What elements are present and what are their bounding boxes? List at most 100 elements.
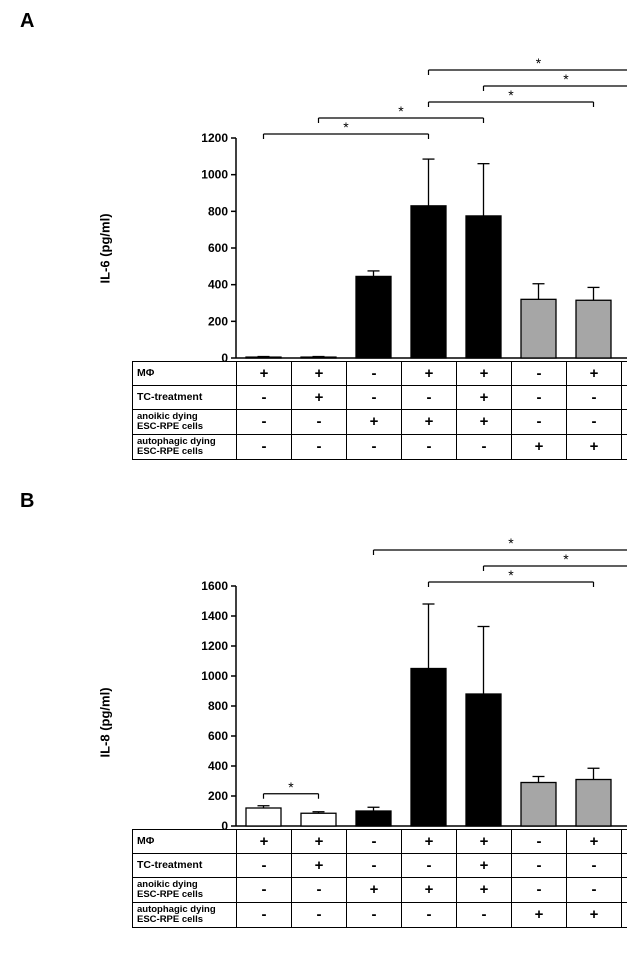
panel-a-label: A (20, 10, 617, 33)
panel-b-chart: 0 200 400 600 800 1000 1200 1400 1600 * * * * (92, 518, 627, 830)
svg-text:*: * (398, 103, 404, 119)
condition-cell: - (402, 853, 457, 877)
condition-cell: - (512, 877, 567, 902)
condition-cell: - (512, 386, 567, 410)
condition-cell: - (402, 902, 457, 927)
panel-b-label: B (20, 490, 617, 513)
svg-text:800: 800 (208, 204, 228, 218)
condition-cell: - (347, 386, 402, 410)
condition-cell: + (567, 902, 622, 927)
condition-cell: - (457, 434, 512, 459)
condition-cell: + (622, 434, 627, 459)
condition-row-label: anoikic dyingESC-RPE cells (133, 410, 237, 435)
svg-text:*: * (563, 71, 569, 87)
panel-a-chart-wrapper: IL-6 (pg/ml) 020040060080010001200***** … (70, 38, 617, 460)
condition-row-label: MΦ (133, 362, 237, 386)
condition-cell: - (237, 434, 292, 459)
condition-cell: - (292, 877, 347, 902)
svg-text:1000: 1000 (201, 669, 228, 683)
condition-row-label: anoikic dyingESC-RPE cells (133, 877, 237, 902)
panel-b-condition-table: MΦ++-++-++TC-treatment-+--+--+anoikic dy… (132, 829, 627, 928)
condition-cell: + (237, 829, 292, 853)
condition-cell: - (622, 877, 627, 902)
condition-cell: + (402, 829, 457, 853)
svg-text:1200: 1200 (201, 131, 228, 145)
condition-cell: + (567, 362, 622, 386)
condition-cell: - (237, 386, 292, 410)
condition-cell: - (402, 434, 457, 459)
svg-text:1000: 1000 (201, 168, 228, 182)
condition-cell: - (512, 829, 567, 853)
condition-cell: + (567, 434, 622, 459)
condition-cell: + (237, 362, 292, 386)
svg-text:*: * (508, 567, 514, 583)
condition-cell: - (567, 877, 622, 902)
svg-text:*: * (563, 551, 569, 567)
condition-cell: + (622, 362, 627, 386)
condition-cell: + (622, 386, 627, 410)
condition-cell: - (237, 902, 292, 927)
panel-a-chart: 020040060080010001200***** (92, 38, 627, 362)
condition-row-label: autophagic dyingESC-RPE cells (133, 902, 237, 927)
condition-cell: - (567, 410, 622, 435)
condition-cell: - (512, 853, 567, 877)
condition-cell: - (457, 902, 512, 927)
svg-text:*: * (288, 779, 294, 795)
svg-text:0: 0 (221, 351, 228, 362)
condition-cell: + (457, 877, 512, 902)
condition-row-label: autophagic dyingESC-RPE cells (133, 434, 237, 459)
svg-text:400: 400 (208, 278, 228, 292)
condition-cell: - (512, 362, 567, 386)
panel-a-condition-table: MΦ++-++-++TC-treatment-+--+--+anoikic dy… (132, 361, 627, 460)
condition-cell: - (567, 386, 622, 410)
svg-text:600: 600 (208, 729, 228, 743)
condition-cell: - (237, 410, 292, 435)
condition-cell: + (512, 434, 567, 459)
svg-text:200: 200 (208, 789, 228, 803)
svg-text:1200: 1200 (201, 639, 228, 653)
svg-text:400: 400 (208, 759, 228, 773)
condition-cell: + (347, 410, 402, 435)
svg-text:0: 0 (221, 819, 228, 830)
condition-cell: + (457, 410, 512, 435)
condition-cell: + (402, 362, 457, 386)
condition-cell: - (237, 853, 292, 877)
condition-cell: - (292, 434, 347, 459)
condition-cell: - (347, 902, 402, 927)
condition-cell: + (402, 877, 457, 902)
condition-cell: + (457, 362, 512, 386)
condition-cell: + (292, 829, 347, 853)
svg-text:*: * (536, 55, 542, 71)
condition-cell: - (347, 362, 402, 386)
panel-b: B IL-8 (pg/ml) 0200400600800100012001400… (10, 490, 617, 928)
svg-text:800: 800 (208, 699, 228, 713)
condition-row-label: TC-treatment (133, 386, 237, 410)
condition-cell: - (347, 829, 402, 853)
condition-row-label: TC-treatment (133, 853, 237, 877)
svg-text:*: * (508, 87, 514, 103)
condition-cell: + (622, 829, 627, 853)
condition-cell: - (512, 410, 567, 435)
condition-cell: - (292, 410, 347, 435)
svg-text:200: 200 (208, 314, 228, 328)
condition-cell: - (622, 410, 627, 435)
svg-text:*: * (508, 535, 514, 551)
condition-cell: - (402, 386, 457, 410)
condition-cell: - (347, 434, 402, 459)
panel-a: A IL-6 (pg/ml) 020040060080010001200****… (10, 10, 617, 460)
panel-b-chart-wrapper: IL-8 (pg/ml) 020040060080010001200140016… (70, 518, 617, 928)
condition-cell: + (567, 829, 622, 853)
condition-cell: + (292, 362, 347, 386)
condition-cell: + (292, 853, 347, 877)
svg-text:1600: 1600 (201, 579, 228, 593)
condition-cell: + (457, 829, 512, 853)
condition-cell: + (292, 386, 347, 410)
condition-cell: - (567, 853, 622, 877)
condition-cell: + (402, 410, 457, 435)
condition-cell: + (457, 853, 512, 877)
condition-cell: - (237, 877, 292, 902)
condition-cell: + (622, 902, 627, 927)
condition-row-label: MΦ (133, 829, 237, 853)
condition-cell: - (347, 853, 402, 877)
svg-text:1400: 1400 (201, 609, 228, 623)
